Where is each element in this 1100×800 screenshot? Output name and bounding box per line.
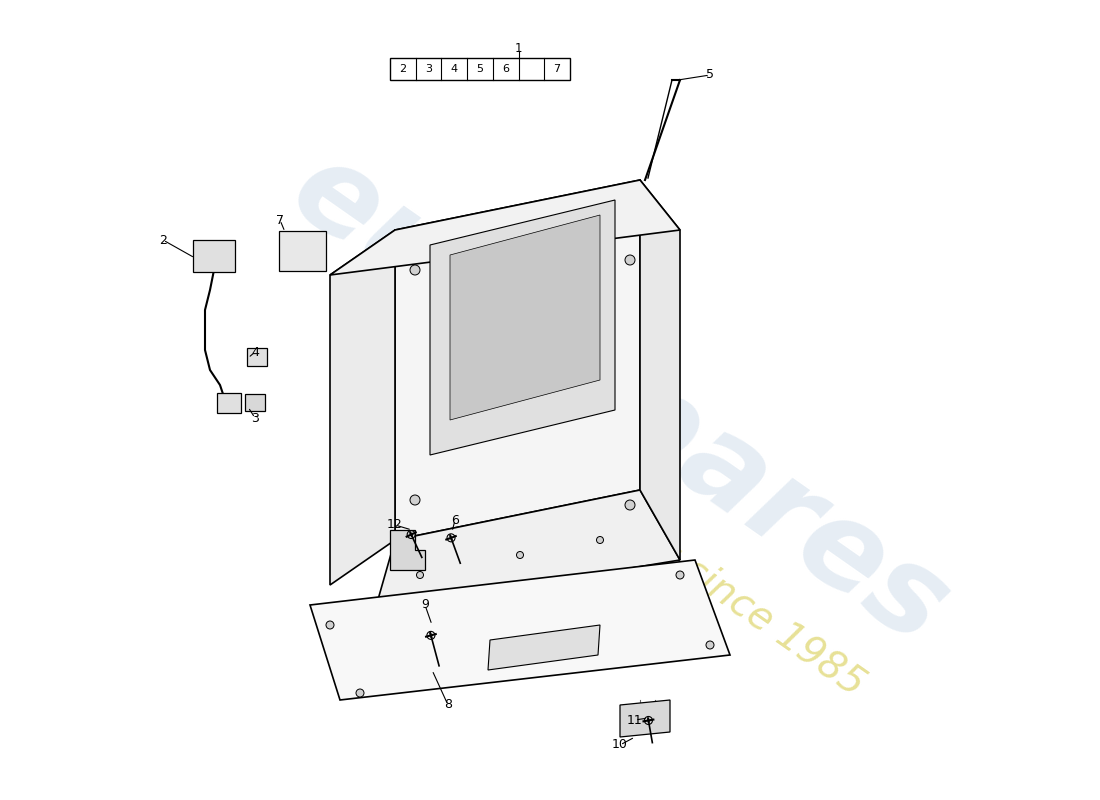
Polygon shape [330, 180, 680, 275]
FancyBboxPatch shape [217, 393, 241, 413]
Text: 11: 11 [627, 714, 642, 726]
Text: 4: 4 [451, 64, 458, 74]
Text: 7: 7 [276, 214, 284, 226]
Polygon shape [310, 560, 730, 700]
Text: 2: 2 [160, 234, 167, 246]
Circle shape [517, 551, 524, 558]
Circle shape [625, 255, 635, 265]
Polygon shape [375, 490, 680, 610]
Polygon shape [330, 230, 395, 585]
FancyBboxPatch shape [245, 394, 265, 411]
Text: 10: 10 [612, 738, 628, 751]
Text: 2: 2 [399, 64, 406, 74]
Text: 3: 3 [425, 64, 432, 74]
Circle shape [356, 689, 364, 697]
Circle shape [326, 621, 334, 629]
Text: 5: 5 [476, 64, 484, 74]
Text: 8: 8 [444, 698, 452, 711]
Text: 5: 5 [706, 69, 714, 82]
Text: eurospares: eurospares [270, 130, 970, 670]
Polygon shape [488, 625, 600, 670]
Polygon shape [640, 180, 680, 560]
FancyBboxPatch shape [248, 348, 267, 366]
Circle shape [706, 641, 714, 649]
Text: 12: 12 [387, 518, 403, 531]
Polygon shape [450, 215, 600, 420]
Circle shape [596, 537, 604, 543]
Text: 6: 6 [503, 64, 509, 74]
Circle shape [676, 571, 684, 579]
Bar [390, 58, 570, 80]
Text: 4: 4 [251, 346, 258, 358]
Polygon shape [430, 200, 615, 455]
Circle shape [410, 495, 420, 505]
Text: 3: 3 [251, 411, 258, 425]
FancyBboxPatch shape [279, 231, 326, 271]
Text: 9: 9 [421, 598, 429, 611]
FancyBboxPatch shape [192, 240, 235, 272]
Polygon shape [395, 180, 640, 540]
Circle shape [417, 571, 424, 578]
Text: a passion for parts since 1985: a passion for parts since 1985 [368, 336, 871, 704]
Text: 7: 7 [553, 64, 561, 74]
Polygon shape [620, 700, 670, 737]
Text: 1: 1 [515, 42, 522, 54]
Circle shape [625, 500, 635, 510]
Text: 6: 6 [451, 514, 459, 526]
Polygon shape [390, 530, 425, 570]
Circle shape [410, 265, 420, 275]
